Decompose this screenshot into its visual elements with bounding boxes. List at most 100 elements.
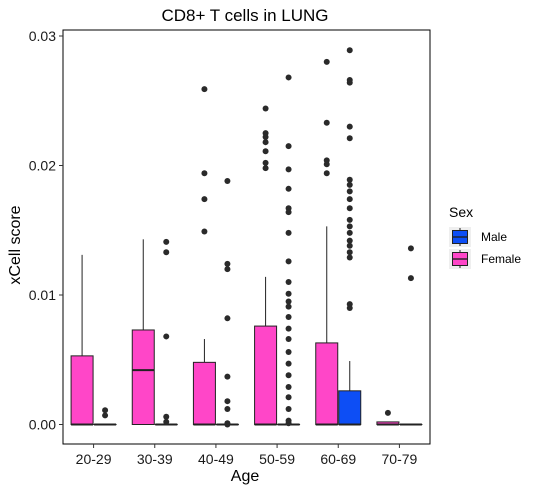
outlier-point <box>285 258 292 265</box>
x-axis-title: Age <box>231 468 260 485</box>
outlier-point <box>285 166 292 173</box>
outlier-point <box>285 229 292 236</box>
outlier-point <box>346 242 353 249</box>
outlier-point <box>346 237 353 244</box>
box-female-70-79 <box>376 409 400 426</box>
box-body <box>70 355 94 425</box>
box-female-30-39 <box>131 239 155 425</box>
outlier-point <box>346 181 353 188</box>
outlier-point <box>346 301 353 308</box>
outlier-point <box>407 245 414 252</box>
outlier-point <box>102 407 109 414</box>
outlier-point <box>262 165 269 172</box>
outlier-point <box>346 223 353 230</box>
outlier-point <box>346 196 353 203</box>
outlier-point <box>285 383 292 390</box>
outlier-point <box>224 315 231 322</box>
legend: Sex Male Female <box>449 204 521 269</box>
box-male-60-69 <box>338 47 362 426</box>
box-male-30-39 <box>154 238 178 426</box>
box-female-20-29 <box>70 254 94 426</box>
axes: 0.00 0.01 0.02 0.03 20-29 30-39 40-49 50-59 60-6… <box>29 28 418 467</box>
outlier-point <box>102 412 109 419</box>
outlier-point <box>285 417 292 424</box>
outlier-point <box>285 303 292 310</box>
box-male-70-79 <box>399 245 423 426</box>
outlier-point <box>285 325 292 332</box>
box-male-40-49 <box>215 178 239 428</box>
box-female-50-59 <box>254 105 278 426</box>
outlier-point <box>323 58 330 65</box>
outlier-point <box>346 47 353 54</box>
x-tick-label: 20-29 <box>76 451 112 467</box>
outlier-point <box>285 314 292 321</box>
outlier-point <box>346 229 353 236</box>
box-body <box>315 342 339 426</box>
box-body <box>131 329 155 425</box>
outlier-point <box>346 254 353 261</box>
box-female-60-69 <box>315 58 339 426</box>
outlier-point <box>201 196 208 203</box>
outlier-point <box>262 139 269 146</box>
box-body <box>254 325 278 425</box>
outlier-point <box>346 205 353 212</box>
x-tick-label: 40-49 <box>198 451 234 467</box>
y-axis-title: xCell score <box>7 205 24 284</box>
outlier-point <box>285 298 292 305</box>
outlier-point <box>224 260 231 267</box>
chart-title: CD8+ T cells in LUNG <box>161 6 328 25</box>
x-tick-label: 50-59 <box>259 451 295 467</box>
outlier-point <box>224 420 231 427</box>
outlier-point <box>285 372 292 379</box>
outlier-point <box>346 188 353 195</box>
legend-label-female: Female <box>481 252 521 266</box>
outlier-point <box>285 279 292 286</box>
y-tick-label: 0.01 <box>29 287 56 303</box>
outlier-point <box>285 405 292 412</box>
outlier-point <box>224 373 231 380</box>
outlier-point <box>262 130 269 137</box>
outlier-point <box>323 170 330 177</box>
box-female-40-49 <box>192 86 216 426</box>
outlier-point <box>262 148 269 155</box>
plot-marks <box>70 47 423 428</box>
outlier-point <box>323 157 330 164</box>
outlier-point <box>285 205 292 212</box>
outlier-point <box>163 238 170 245</box>
outlier-point <box>262 159 269 166</box>
legend-title: Sex <box>449 204 473 220</box>
outlier-point <box>201 86 208 93</box>
plot-panel <box>62 29 431 445</box>
outlier-point <box>285 336 292 343</box>
outlier-point <box>201 228 208 235</box>
outlier-point <box>163 418 170 425</box>
outlier-point <box>346 135 353 142</box>
x-tick-label: 60-69 <box>320 451 356 467</box>
outlier-point <box>323 119 330 126</box>
outlier-point <box>201 170 208 177</box>
outlier-point <box>224 405 231 412</box>
plot-panel-border <box>62 29 431 445</box>
outlier-point <box>285 143 292 150</box>
x-tick-label: 30-39 <box>137 451 173 467</box>
outlier-point <box>285 394 292 401</box>
outlier-point <box>285 348 292 355</box>
outlier-point <box>346 249 353 256</box>
outlier-point <box>346 176 353 183</box>
outlier-point <box>224 266 231 273</box>
outlier-point <box>285 360 292 367</box>
outlier-point <box>262 105 269 112</box>
x-tick-label: 70-79 <box>382 451 418 467</box>
outlier-point <box>407 275 414 282</box>
outlier-point <box>346 77 353 84</box>
box-body <box>338 390 362 425</box>
y-tick-label: 0.02 <box>29 158 56 174</box>
outlier-point <box>285 185 292 192</box>
box-male-20-29 <box>93 407 117 426</box>
y-tick-label: 0.00 <box>29 417 56 433</box>
box-male-50-59 <box>277 74 301 427</box>
box-body <box>192 361 216 425</box>
outlier-point <box>163 333 170 340</box>
y-tick-label: 0.03 <box>29 28 56 44</box>
